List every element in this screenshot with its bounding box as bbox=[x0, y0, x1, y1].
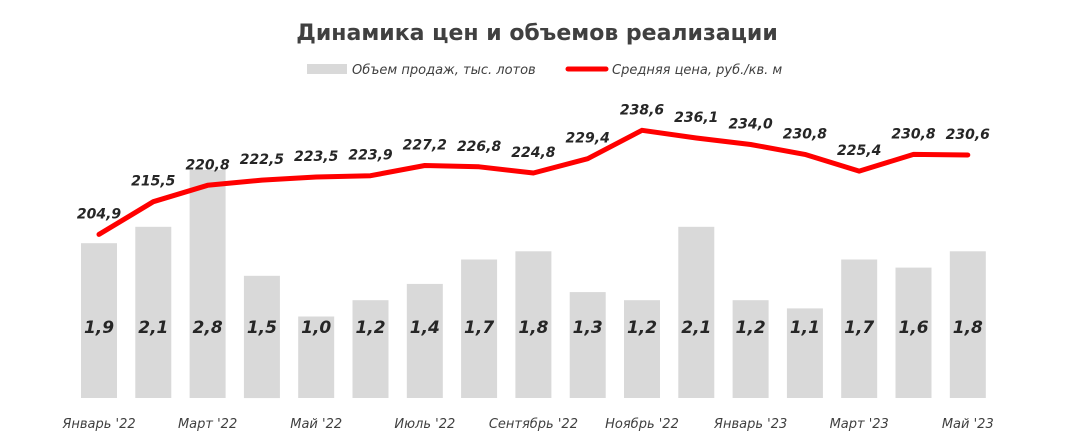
volume-bar-label: 1,3 bbox=[573, 318, 603, 338]
price-point-label: 222,5 bbox=[240, 152, 285, 168]
volume-bar bbox=[732, 300, 769, 398]
volume-bar-label: 1,2 bbox=[627, 318, 657, 338]
volume-bar-label: 1,8 bbox=[518, 318, 548, 338]
bar-data-labels: 1,9 2,1 2,8 1,5 1,0 1,2 1,4 1,7 1,8 1,3 1,2 2,1 1,2 1… bbox=[84, 318, 983, 338]
volume-bar-label: 1,2 bbox=[736, 318, 766, 338]
legend-swatch-volume bbox=[307, 64, 347, 74]
x-tick-label: Май '22 bbox=[290, 417, 342, 432]
volume-bar bbox=[189, 169, 226, 398]
price-point-label: 223,5 bbox=[294, 149, 339, 165]
volume-bar-label: 1,9 bbox=[84, 318, 114, 338]
price-point-label: 204,9 bbox=[77, 206, 122, 222]
legend-label-volume: Объем продаж, тыс. лотов bbox=[352, 63, 536, 78]
volume-bar bbox=[624, 300, 660, 398]
price-point-label: 226,8 bbox=[457, 139, 502, 155]
volume-bar-label: 1,5 bbox=[247, 318, 277, 338]
volume-bar-label: 1,6 bbox=[898, 318, 928, 338]
volume-bar bbox=[406, 283, 443, 398]
x-tick-label: Май '23 bbox=[942, 417, 994, 432]
volume-bar-label: 2,8 bbox=[193, 318, 223, 338]
price-point-label: 238,6 bbox=[620, 102, 665, 118]
volume-bar bbox=[949, 251, 986, 398]
price-point-label: 225,4 bbox=[837, 143, 881, 159]
price-point-label: 224,8 bbox=[511, 145, 556, 161]
price-point-label: 230,8 bbox=[783, 126, 828, 142]
price-point-label: 236,1 bbox=[674, 110, 718, 126]
volume-bar bbox=[569, 292, 606, 398]
volume-bar-label: 1,8 bbox=[953, 318, 983, 338]
legend: Объем продаж, тыс. лотов Средняя цена, р… bbox=[307, 63, 782, 78]
volume-bar bbox=[81, 243, 117, 398]
price-point-label: 230,8 bbox=[891, 126, 936, 142]
volume-bar bbox=[461, 259, 498, 398]
x-tick-label: Июль '22 bbox=[394, 417, 455, 432]
volume-bar bbox=[243, 275, 280, 399]
x-tick-label: Январь '22 bbox=[61, 417, 135, 432]
volume-bar-label: 1,7 bbox=[464, 318, 494, 338]
volume-bar bbox=[678, 226, 715, 398]
price-point-label: 230,6 bbox=[946, 127, 991, 143]
x-tick-label: Март '22 bbox=[178, 417, 237, 432]
price-point-label: 229,4 bbox=[566, 131, 610, 147]
volume-bar-label: 1,4 bbox=[410, 318, 440, 338]
volume-bar-label: 2,1 bbox=[138, 318, 168, 338]
volume-bar bbox=[135, 226, 172, 398]
volume-bar bbox=[352, 300, 389, 398]
volume-bar-label: 1,0 bbox=[301, 318, 331, 338]
volume-bar-label: 2,1 bbox=[681, 318, 711, 338]
volume-bar bbox=[298, 316, 335, 398]
line-data-labels: 204,9 215,5 220,8 222,5 223,5 223,9 227,2 226,8… bbox=[77, 102, 990, 222]
volume-bar bbox=[515, 251, 552, 398]
price-point-label: 227,2 bbox=[403, 138, 447, 154]
price-point-label: 234,0 bbox=[728, 117, 773, 133]
volume-bar bbox=[841, 259, 878, 398]
volume-bar-label: 1,1 bbox=[790, 318, 820, 338]
volume-bar-label: 1,2 bbox=[355, 318, 385, 338]
x-tick-label: Март '23 bbox=[830, 417, 889, 432]
x-tick-label: Сентябрь '22 bbox=[489, 417, 578, 432]
legend-label-price: Средняя цена, руб./кв. м bbox=[612, 63, 782, 78]
chart-title: Динамика цен и объемов реализации bbox=[296, 21, 777, 46]
volume-bar bbox=[895, 267, 932, 398]
x-tick-label: Ноябрь '22 bbox=[605, 417, 679, 432]
price-line-series bbox=[96, 127, 971, 237]
x-axis-tick-labels: Январь '22 Март '22 Май '22 Июль '22 Сентябр… bbox=[61, 417, 993, 432]
price-point-label: 220,8 bbox=[185, 157, 230, 173]
volume-bar-label: 1,7 bbox=[844, 318, 874, 338]
price-point-label: 215,5 bbox=[131, 174, 176, 190]
volume-bar bbox=[786, 308, 823, 398]
bar-series bbox=[81, 169, 986, 399]
price-point-label: 223,9 bbox=[348, 148, 393, 164]
x-tick-label: Январь '23 bbox=[713, 417, 787, 432]
